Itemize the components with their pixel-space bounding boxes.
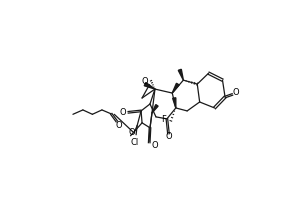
Polygon shape	[173, 98, 176, 108]
Text: O: O	[166, 132, 172, 141]
Text: Cl: Cl	[131, 138, 139, 147]
Polygon shape	[152, 105, 158, 113]
Text: O: O	[151, 141, 158, 150]
Polygon shape	[172, 83, 179, 93]
Text: O: O	[142, 77, 148, 86]
Polygon shape	[144, 83, 155, 89]
Text: O: O	[116, 121, 122, 130]
Text: O: O	[233, 88, 239, 97]
Polygon shape	[178, 69, 183, 80]
Text: O: O	[119, 108, 126, 117]
Text: O: O	[129, 128, 135, 137]
Text: F: F	[161, 115, 166, 124]
